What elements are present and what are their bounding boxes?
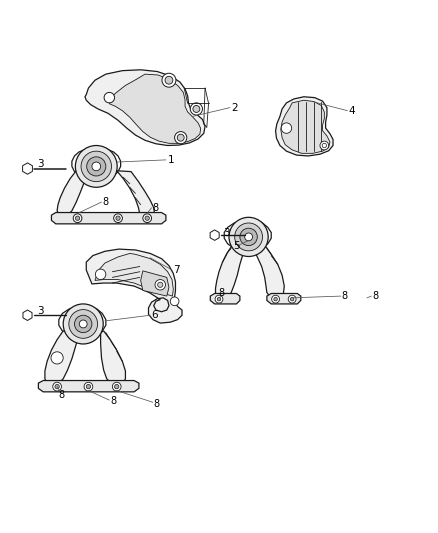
Text: 7: 7 xyxy=(173,265,180,275)
Circle shape xyxy=(290,297,294,301)
Text: 4: 4 xyxy=(349,106,355,116)
Text: 3: 3 xyxy=(37,159,44,169)
Polygon shape xyxy=(253,247,284,298)
Text: 1: 1 xyxy=(168,155,174,165)
Text: 8: 8 xyxy=(110,397,117,407)
Circle shape xyxy=(81,151,112,182)
Circle shape xyxy=(74,315,92,333)
Polygon shape xyxy=(281,100,330,154)
Circle shape xyxy=(177,134,184,141)
Circle shape xyxy=(113,382,121,391)
Circle shape xyxy=(145,216,149,220)
Text: 8: 8 xyxy=(103,197,109,207)
Text: 8: 8 xyxy=(153,203,159,213)
Text: 8: 8 xyxy=(218,288,224,297)
Text: 2: 2 xyxy=(231,103,238,112)
Text: 8: 8 xyxy=(59,390,65,400)
Polygon shape xyxy=(141,271,169,296)
Circle shape xyxy=(175,132,187,144)
Circle shape xyxy=(75,146,117,187)
Circle shape xyxy=(162,73,176,87)
Circle shape xyxy=(155,279,166,290)
Text: 5: 5 xyxy=(233,240,240,251)
Circle shape xyxy=(87,157,106,176)
Circle shape xyxy=(115,384,119,389)
Polygon shape xyxy=(39,381,139,392)
Polygon shape xyxy=(51,213,166,224)
Circle shape xyxy=(75,216,80,220)
Polygon shape xyxy=(110,74,201,143)
Circle shape xyxy=(116,216,120,220)
Polygon shape xyxy=(85,70,205,146)
Circle shape xyxy=(240,228,257,246)
Polygon shape xyxy=(210,230,219,240)
Circle shape xyxy=(55,384,59,389)
Polygon shape xyxy=(57,171,91,216)
Circle shape xyxy=(53,382,61,391)
Circle shape xyxy=(215,295,223,303)
Circle shape xyxy=(63,304,103,344)
Text: 8: 8 xyxy=(373,291,379,301)
Text: 6: 6 xyxy=(152,310,158,320)
Circle shape xyxy=(281,123,292,133)
Circle shape xyxy=(51,352,63,364)
Circle shape xyxy=(84,382,93,391)
Circle shape xyxy=(217,297,221,301)
Circle shape xyxy=(320,141,328,150)
Text: 8: 8 xyxy=(342,291,348,301)
Circle shape xyxy=(92,162,101,171)
Circle shape xyxy=(190,103,202,115)
Circle shape xyxy=(114,214,122,223)
Circle shape xyxy=(95,269,106,279)
Polygon shape xyxy=(267,294,301,304)
Circle shape xyxy=(165,76,173,84)
Polygon shape xyxy=(117,171,155,219)
Circle shape xyxy=(86,384,91,389)
Circle shape xyxy=(73,214,82,223)
Circle shape xyxy=(69,310,98,338)
Polygon shape xyxy=(276,97,333,156)
Text: 3: 3 xyxy=(223,228,230,238)
Polygon shape xyxy=(86,249,182,323)
Circle shape xyxy=(143,214,152,223)
Circle shape xyxy=(229,217,268,256)
Circle shape xyxy=(272,295,279,303)
Circle shape xyxy=(158,282,163,287)
Polygon shape xyxy=(215,247,244,298)
Circle shape xyxy=(170,297,179,305)
Circle shape xyxy=(193,106,200,112)
Circle shape xyxy=(79,320,87,328)
Polygon shape xyxy=(45,331,79,385)
Circle shape xyxy=(288,295,296,303)
Text: 8: 8 xyxy=(154,399,160,409)
Polygon shape xyxy=(23,163,32,174)
Circle shape xyxy=(245,233,253,241)
Circle shape xyxy=(274,297,277,301)
Polygon shape xyxy=(210,294,240,304)
Circle shape xyxy=(104,92,115,103)
Text: 3: 3 xyxy=(37,306,44,316)
Circle shape xyxy=(235,223,262,251)
Polygon shape xyxy=(95,254,173,296)
Polygon shape xyxy=(23,310,32,320)
Polygon shape xyxy=(101,331,125,385)
